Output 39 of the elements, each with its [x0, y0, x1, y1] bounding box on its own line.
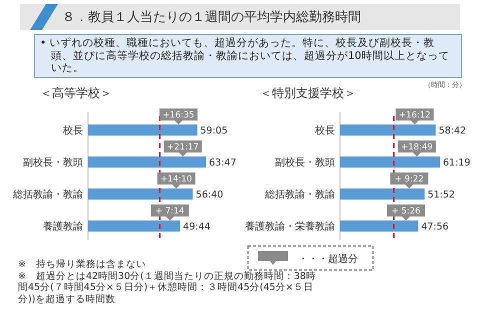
annotation: + 9:22	[394, 174, 424, 184]
annotation: + 5:26	[392, 206, 420, 216]
annotation: + 7:14	[155, 206, 184, 216]
y-tick-label: 養護教諭・栄養教諭	[245, 220, 335, 232]
chart-title: ＜特別支援学校＞	[260, 86, 356, 100]
annotation: +18:49	[401, 142, 433, 152]
y-tick-label: 総括教諭・教諭	[12, 188, 83, 200]
text: ※ 超過分とは42時間30分(１週間当たりの正規の勤務時間：38時間45分(７時間45分×５日分)＋休憩時間：３時間45分(45分×５日分))を超過する時間数	[18, 270, 317, 305]
y-tick-label: 校長	[62, 124, 83, 136]
annotation: +16:35	[162, 110, 194, 120]
text: 58:42	[438, 126, 466, 136]
annotation: +21:17	[167, 142, 199, 152]
text: 49:44	[183, 222, 210, 232]
text: ８．教員１人当たりの１週間の平均学内総勤務時間	[62, 9, 361, 26]
chart-title: ＜高等学校＞	[40, 86, 112, 100]
text: 61:19	[443, 158, 470, 168]
text: 51:52	[428, 190, 455, 200]
y-tick-label: 総括教諭・教諭	[264, 188, 335, 200]
annotation: +16:12	[398, 110, 431, 120]
y-tick-label: 校長	[314, 124, 335, 136]
text: ・・・超過分	[298, 253, 358, 265]
text: 63:47	[209, 158, 236, 168]
bar	[340, 156, 440, 168]
bar	[88, 220, 180, 232]
bar	[88, 156, 206, 168]
text: 56:40	[196, 190, 224, 200]
annotation: +14:10	[160, 174, 192, 184]
y-tick-label: 副校長・教頭	[275, 156, 335, 168]
bar	[88, 124, 198, 136]
y-tick-label: 副校長・教頭	[23, 156, 83, 168]
text: 47:56	[421, 222, 449, 232]
text: ※ 持ち帰り業務は含まない	[18, 259, 146, 270]
bar	[340, 124, 436, 136]
bar	[340, 220, 418, 232]
bar	[340, 188, 425, 200]
y-tick-label: 養護教諭	[43, 220, 83, 232]
bar	[88, 188, 193, 200]
text: • いずれの校種、職種においても、超過分があった。特に、校長及び副校長・教頭、並びに高等学校の総括教諭・教諭においては、超過分が10時間以上となっていた。	[40, 37, 450, 74]
text: 59:05	[200, 126, 228, 136]
